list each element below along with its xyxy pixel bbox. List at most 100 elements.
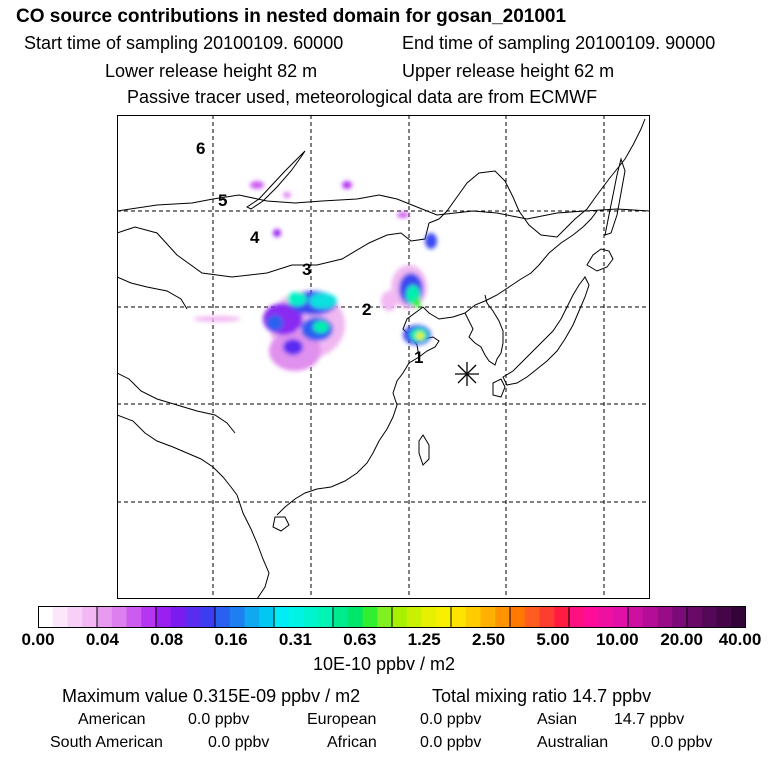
colorbar-cell xyxy=(495,606,511,628)
colorbar-cell xyxy=(141,606,157,628)
hainan-island xyxy=(272,516,290,532)
map-background xyxy=(117,115,650,599)
colorbar-tick-label: 1.25 xyxy=(407,630,441,649)
colorbar-cell xyxy=(687,606,703,628)
african-label: African xyxy=(327,734,377,751)
sea-of-okhotsk-coast xyxy=(538,210,598,266)
colorbar-tick-label: 40.00 xyxy=(718,630,762,649)
region-label-3: 3 xyxy=(302,260,311,279)
colorbar-cell xyxy=(67,606,83,628)
colorbar-cell xyxy=(259,606,275,628)
end-time-label: End time of sampling 20100109. 90000 xyxy=(402,33,716,53)
african-value: 0.0 ppbv xyxy=(420,734,482,751)
colorbar-cell xyxy=(701,606,718,628)
colorbar-cell xyxy=(362,606,378,628)
colorbar-cell xyxy=(465,606,482,628)
colorbar-cell xyxy=(318,606,334,628)
map-title: CO source contributions in nested domain… xyxy=(16,6,567,27)
south-american-value: 0.0 ppbv xyxy=(208,734,270,751)
west-border xyxy=(117,276,188,310)
kyushu xyxy=(492,378,506,398)
colorbar-tick-label: 20.00 xyxy=(660,630,703,649)
colorbar-cell xyxy=(583,606,600,628)
colorbar-tick-label: 10.00 xyxy=(595,630,639,649)
colorbar-cell xyxy=(657,606,673,628)
colorbar-cell xyxy=(377,606,393,628)
colorbar-cell xyxy=(156,606,172,628)
colorbar-cell xyxy=(569,606,585,628)
colorbar-cell xyxy=(185,606,201,628)
colorbar-cell xyxy=(38,606,54,628)
indochina-coast xyxy=(236,494,270,599)
colorbar-cell xyxy=(642,606,659,628)
colorbar-cell xyxy=(539,606,555,628)
asian-value: 14.7 ppbv xyxy=(614,711,685,728)
start-time-label: Start time of sampling 20100109. 60000 xyxy=(24,33,344,53)
colorbar-cell xyxy=(554,606,570,628)
colorbar-tick-label: 0.08 xyxy=(150,630,184,649)
colorbar-cell xyxy=(406,606,423,628)
colorbar-tick-label: 0.04 xyxy=(85,630,119,649)
colorbar-cell xyxy=(111,606,128,628)
map-frame xyxy=(117,115,650,599)
asian-label: Asian xyxy=(537,711,578,728)
south-american-label: South American xyxy=(50,734,163,751)
colorbar-cell xyxy=(126,606,142,628)
colorbar-cell xyxy=(598,606,614,628)
colorbar-cell xyxy=(451,606,467,628)
colorbar-cell xyxy=(613,606,629,628)
japan-hokkaido xyxy=(586,248,614,272)
region-label-5: 5 xyxy=(218,191,227,210)
colorbar-cell xyxy=(303,606,319,628)
colorbar-cell xyxy=(333,606,349,628)
region-label-2: 2 xyxy=(362,300,371,319)
concentration-field xyxy=(193,181,437,371)
australian-label: Australian xyxy=(537,734,609,751)
sakhalin xyxy=(604,157,626,236)
colorbar-cell xyxy=(436,606,452,628)
colorbar-tick-label: 0.16 xyxy=(214,630,248,649)
taiwan-island xyxy=(418,434,430,466)
tracer-note: Passive tracer used, meteorological data… xyxy=(127,87,598,107)
colorbar-cell xyxy=(421,606,437,628)
korean-peninsula xyxy=(464,294,504,366)
region-label-4: 4 xyxy=(250,228,260,247)
american-label: American xyxy=(78,711,146,728)
lake-baikal xyxy=(246,150,306,210)
colorbar-cell xyxy=(229,606,246,628)
korea-china-border xyxy=(464,264,540,314)
colorbar-cell xyxy=(672,606,688,628)
northeast-border xyxy=(438,118,646,238)
colorbar-cell xyxy=(480,606,496,628)
china-coastline xyxy=(276,306,466,516)
colorbar-cell xyxy=(288,606,305,628)
upper-release-height-label: Upper release height 62 m xyxy=(402,61,615,81)
colorbar-tick-label: 5.00 xyxy=(536,630,570,649)
colorbar-cell xyxy=(274,606,290,628)
australian-value: 0.0 ppbv xyxy=(651,734,713,751)
colorbar-cell xyxy=(392,606,408,628)
mongolia-china-border xyxy=(117,218,440,278)
european-value: 0.0 ppbv xyxy=(420,711,482,728)
colorbar-cell xyxy=(731,606,746,628)
colorbar-cell xyxy=(716,606,732,628)
colorbar-cell xyxy=(244,606,260,628)
colorbar-cell xyxy=(510,606,526,628)
colorbar-cell xyxy=(200,606,216,628)
colorbar-tick-label: 0.31 xyxy=(278,630,312,649)
map-panel: 1 2 3 4 5 6 xyxy=(117,115,650,599)
region-label-6: 6 xyxy=(196,139,205,158)
colorbar-cell xyxy=(170,606,187,628)
colorbar-tick-label: 0.00 xyxy=(21,630,55,649)
colorbar-cell xyxy=(97,606,113,628)
asterisk-icon xyxy=(455,362,479,386)
total-mixing-ratio-label: Total mixing ratio 14.7 ppbv xyxy=(432,686,652,706)
colorbar-cell xyxy=(524,606,541,628)
maximum-value-label: Maximum value 0.315E-09 ppbv / m2 xyxy=(62,686,361,706)
colorbar-unit: 10E-10 ppbv / m2 xyxy=(312,654,456,674)
himalaya-border xyxy=(117,372,236,434)
colorbar-cell xyxy=(52,606,69,628)
colorbar-cell xyxy=(82,606,98,628)
colorbar xyxy=(38,606,746,628)
region-label-1: 1 xyxy=(414,348,423,367)
